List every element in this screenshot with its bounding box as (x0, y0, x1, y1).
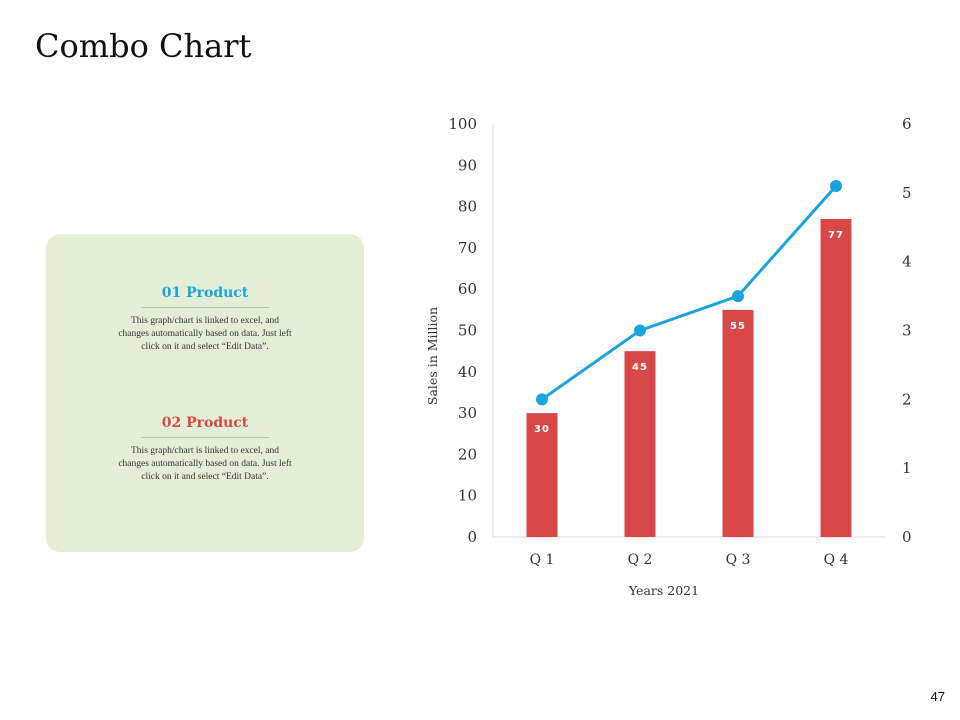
y2-tick-label: 3 (902, 322, 912, 340)
y-tick-label: 10 (458, 487, 477, 505)
y-tick-label: 50 (458, 322, 477, 340)
line-layer (536, 179, 842, 406)
product-1-divider (141, 307, 269, 308)
line-series (541, 184, 838, 401)
product-1-description: This graph/chart is linked to excel, and… (118, 316, 292, 352)
y-tick-label: 90 (458, 156, 477, 174)
y2-tick-label: 0 (902, 528, 912, 546)
line-point (830, 179, 842, 192)
y2-tick-label: 4 (902, 253, 912, 271)
y2-tick-label: 1 (902, 459, 912, 477)
x-axis-title: Years 2021 (628, 583, 699, 598)
y-tick-label: 30 (458, 404, 477, 422)
line-point (732, 290, 744, 303)
legend-panel: 01 Product This graph/chart is linked to… (46, 234, 364, 552)
slide-title: Combo Chart (35, 27, 252, 65)
product-2-description: This graph/chart is linked to excel, and… (118, 446, 292, 482)
y-tick-label: 20 (458, 445, 477, 463)
product-2-title: 02 Product (161, 415, 249, 431)
line-point (536, 393, 548, 406)
product-1-title: 01 Product (161, 285, 249, 301)
bars-layer (526, 218, 852, 538)
x-tick-label: Q 1 (530, 552, 555, 568)
x-tick-label: Q 3 (726, 552, 751, 568)
y2-tick-label: 2 (902, 390, 912, 408)
bar (722, 309, 754, 537)
y-tick-label: 60 (458, 280, 477, 298)
bar-data-label: 77 (828, 230, 844, 241)
y-tick-label: 0 (467, 528, 477, 546)
product-2-divider (141, 437, 269, 438)
product-block-2: 02 Product This graph/chart is linked to… (46, 414, 364, 484)
y-tick-label: 80 (458, 198, 477, 216)
bar (526, 413, 558, 537)
y2-tick-label: 6 (902, 115, 912, 133)
y-tick-label: 100 (448, 115, 477, 133)
page-number: 47 (930, 689, 945, 704)
bar-data-label: 55 (730, 321, 746, 332)
y-tick-label: 40 (458, 363, 477, 381)
labels-layer: 30 45 55 77 (534, 230, 844, 435)
bar-data-label: 45 (632, 362, 648, 373)
bar (624, 351, 656, 537)
y-axis-title: Sales in Million (425, 307, 440, 405)
bar-data-label: 30 (534, 424, 550, 435)
y2-tick-label: 5 (902, 184, 912, 202)
bar (820, 218, 852, 538)
line-point (634, 324, 646, 337)
x-tick-label: Q 4 (824, 552, 849, 568)
x-tick-label: Q 2 (628, 552, 653, 568)
product-block-1: 01 Product This graph/chart is linked to… (46, 284, 364, 354)
y-tick-label: 70 (458, 239, 477, 257)
